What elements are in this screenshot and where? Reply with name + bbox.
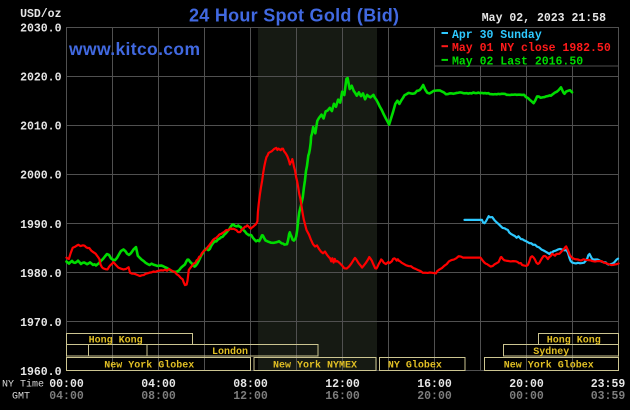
- svg-text:12:00: 12:00: [233, 390, 268, 403]
- svg-text:04:00: 04:00: [141, 378, 176, 391]
- svg-text:May 01 NY close 1982.50: May 01 NY close 1982.50: [452, 42, 611, 55]
- svg-text:May 02, 2023 21:58: May 02, 2023 21:58: [482, 12, 606, 25]
- svg-text:Sydney: Sydney: [533, 346, 569, 358]
- svg-text:Hong Kong: Hong Kong: [547, 335, 601, 346]
- svg-text:00:00: 00:00: [49, 378, 84, 391]
- svg-text:NY Globex: NY Globex: [388, 360, 442, 372]
- svg-text:www.kitco.com: www.kitco.com: [68, 39, 200, 59]
- svg-text:Apr 30 Sunday: Apr 30 Sunday: [452, 29, 542, 42]
- svg-text:1990.0: 1990.0: [20, 219, 62, 232]
- svg-text:23:59: 23:59: [591, 378, 626, 391]
- svg-text:May 02 Last 2016.50: May 02 Last 2016.50: [452, 55, 583, 68]
- svg-text:NY Time: NY Time: [2, 379, 44, 391]
- svg-text:20:00: 20:00: [509, 378, 544, 391]
- svg-text:1960.0: 1960.0: [20, 366, 62, 379]
- svg-text:New York Globex: New York Globex: [104, 360, 194, 372]
- svg-text:08:00: 08:00: [141, 390, 176, 403]
- svg-text:2030.0: 2030.0: [20, 23, 62, 36]
- svg-text:16:00: 16:00: [417, 378, 452, 391]
- svg-text:2020.0: 2020.0: [20, 72, 62, 85]
- svg-text:New York Globex: New York Globex: [504, 360, 594, 372]
- svg-text:12:00: 12:00: [325, 378, 360, 391]
- svg-text:04:00: 04:00: [49, 390, 84, 403]
- svg-text:2000.0: 2000.0: [20, 170, 62, 183]
- svg-text:24 Hour Spot Gold (Bid): 24 Hour Spot Gold (Bid): [189, 6, 399, 26]
- svg-text:00:00: 00:00: [509, 390, 544, 403]
- svg-text:1970.0: 1970.0: [20, 317, 62, 330]
- svg-text:London: London: [212, 346, 248, 358]
- svg-text:GMT: GMT: [12, 392, 30, 403]
- svg-text:USD/oz: USD/oz: [20, 8, 62, 21]
- svg-text:08:00: 08:00: [233, 378, 268, 391]
- svg-text:Hong Kong: Hong Kong: [89, 335, 143, 346]
- svg-text:16:00: 16:00: [325, 390, 360, 403]
- svg-text:2010.0: 2010.0: [20, 121, 62, 134]
- svg-text:1980.0: 1980.0: [20, 268, 62, 281]
- svg-text:20:00: 20:00: [417, 390, 452, 403]
- svg-text:03:59: 03:59: [591, 390, 626, 403]
- svg-text:New York NYMEX: New York NYMEX: [273, 360, 357, 372]
